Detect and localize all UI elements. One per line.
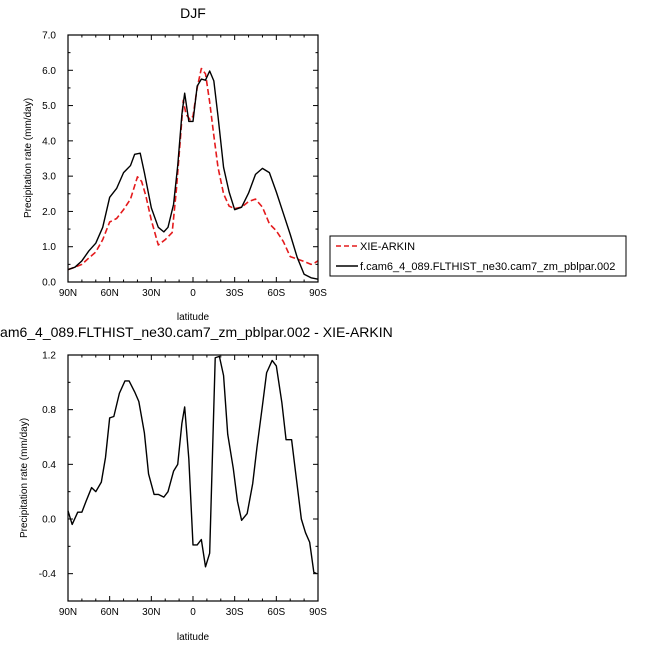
y-tick: 6.0 <box>42 66 318 77</box>
legend-frame <box>329 235 627 277</box>
x-tick: 30N <box>142 355 161 618</box>
legend: XIE-ARKIN f.cam6_4_089.FLTHIST_ne30.cam7… <box>329 235 627 277</box>
x-tick: 30N <box>142 35 161 299</box>
x-tick-label: 30S <box>226 288 244 299</box>
series-lines <box>67 355 317 575</box>
y-tick-label: -0.4 <box>39 569 57 580</box>
chart-difference-panel: f.cam6_4_089.FLTHIST_ne30.cam7_zm_pblpar… <box>0 324 393 643</box>
x-tick-label: 90S <box>309 607 327 618</box>
x-axis-label: latitude <box>177 632 210 643</box>
plot-frame <box>67 34 319 283</box>
y-tick-label: 5.0 <box>42 101 56 112</box>
y-tick-label: 0.0 <box>42 278 56 289</box>
x-tick-label: 0 <box>190 288 196 299</box>
chart-title: f.cam6_4_089.FLTHIST_ne30.cam7_zm_pblpar… <box>0 324 393 340</box>
y-tick-label: 6.0 <box>42 66 56 77</box>
x-tick-label: 30N <box>142 607 160 618</box>
x-tick-label: 60N <box>100 607 118 618</box>
y-tick-label: 0.8 <box>42 405 56 416</box>
x-tick: 30S <box>226 35 244 299</box>
y-tick: 0.0 <box>42 515 318 526</box>
y-tick: 1.0 <box>42 242 318 253</box>
x-tick: 30S <box>226 355 244 618</box>
chart-title: DJF <box>180 5 206 21</box>
x-axis-label: latitude <box>177 312 210 323</box>
axis-ticks: 90N 60N 30N 0 30S 60S 90S 0.0 1.0 2.0 3.0 4.0 5.0 6.0… <box>42 31 327 300</box>
x-tick-label: 30N <box>142 288 160 299</box>
series-line-xie-arkin <box>67 67 319 271</box>
y-tick: 4.0 <box>42 136 318 147</box>
y-tick: 5.0 <box>42 101 318 112</box>
y-tick: 3.0 <box>42 172 318 183</box>
x-tick: 60S <box>267 355 286 618</box>
y-tick: 2.0 <box>42 207 318 218</box>
y-tick-label: 1.0 <box>42 242 56 253</box>
y-tick: -0.4 <box>39 569 318 580</box>
x-tick-label: 90S <box>309 288 327 299</box>
x-tick: 0 <box>190 355 196 618</box>
x-tick: 0 <box>190 35 196 299</box>
y-tick-label: 2.0 <box>42 207 56 218</box>
x-tick: 60S <box>267 35 286 299</box>
x-tick-label: 0 <box>190 607 196 618</box>
legend-label-model: f.cam6_4_089.FLTHIST_ne30.cam7_zm_pblpar… <box>360 261 615 273</box>
series-lines <box>67 67 319 280</box>
y-tick: 0.4 <box>42 460 318 471</box>
x-tick-label: 30S <box>226 607 244 618</box>
chart-djf-panel: DJF Precipitation rate (mm/day) latitude… <box>23 5 327 323</box>
x-tick-label: 90N <box>59 607 77 618</box>
axis-ticks: 90N 60N 30N 0 30S 60S 90S -0.4 0.0 0.4 0.8 1.2 <box>39 351 327 619</box>
y-axis-label: Precipitation rate (mm/day) <box>23 98 34 218</box>
y-tick-label: 0.0 <box>42 515 56 526</box>
y-tick-label: 0.4 <box>42 460 56 471</box>
y-tick: 0.8 <box>42 405 318 416</box>
plot-frame <box>67 354 319 602</box>
y-tick-label: 7.0 <box>42 31 56 42</box>
y-tick-label: 3.0 <box>42 172 56 183</box>
legend-label-xie-arkin: XIE-ARKIN <box>360 241 415 253</box>
x-tick: 60N <box>100 355 119 618</box>
series-line-f-cam6-4-089-flthist-ne30-cam7-zm-pblpar-002 <box>67 70 319 280</box>
series-line-difference <box>67 355 317 575</box>
x-tick-label: 60S <box>267 288 285 299</box>
y-axis-label: Precipitation rate (mm/day) <box>19 418 30 538</box>
x-tick-label: 60S <box>267 607 285 618</box>
y-tick-label: 4.0 <box>42 136 56 147</box>
x-tick-label: 90N <box>59 288 77 299</box>
x-tick-label: 60N <box>100 288 118 299</box>
y-tick-label: 1.2 <box>42 351 56 362</box>
x-tick: 60N <box>100 35 119 299</box>
